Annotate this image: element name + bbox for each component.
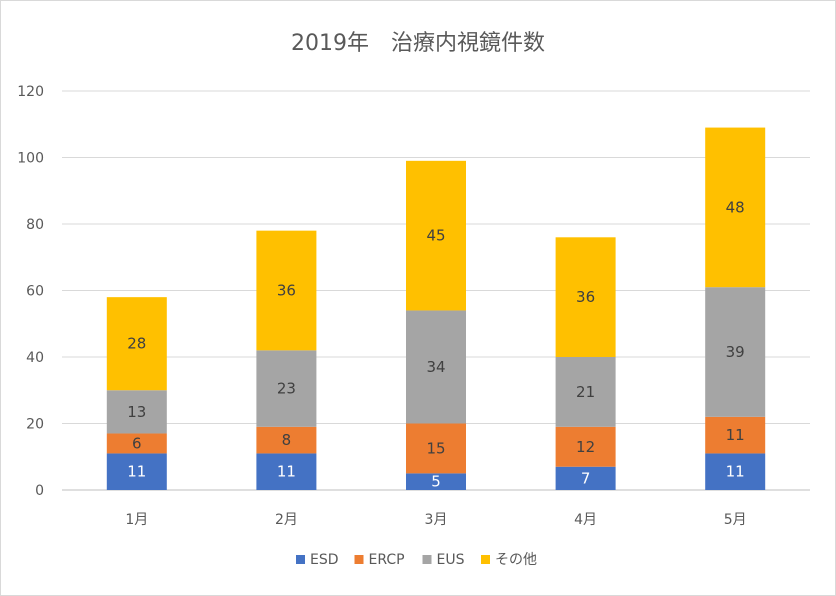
chart-title: 2019年 治療内視鏡件数: [291, 31, 545, 56]
bar-segment: [555, 466, 616, 490]
data-label: 5: [431, 473, 441, 491]
legend-label: その他: [495, 552, 537, 568]
data-label: 34: [426, 358, 445, 376]
y-axis: 0 20 40 60 80 100 120: [17, 84, 44, 499]
bar-segment: [705, 453, 766, 490]
bar-segment: [705, 416, 766, 454]
x-category-label: 2月: [275, 512, 298, 528]
data-label: 36: [277, 282, 296, 300]
y-tick-label: 80: [26, 217, 44, 233]
bar-segment: [555, 426, 616, 467]
data-label: 39: [726, 343, 745, 361]
bar-segment: [106, 433, 167, 454]
y-tick-label: 100: [17, 151, 44, 167]
bar-segment: [406, 423, 466, 474]
x-category-label: 1月: [125, 512, 148, 528]
data-label: 13: [127, 403, 146, 421]
y-tick-label: 40: [26, 350, 44, 366]
bar-segment: [256, 230, 317, 351]
y-tick-label: 0: [35, 483, 44, 499]
data-label: 12: [576, 438, 595, 456]
data-label: 11: [726, 426, 745, 444]
data-label: 21: [576, 383, 595, 401]
y-tick-label: 60: [26, 284, 44, 300]
data-label: 48: [726, 198, 745, 216]
x-category-label: 5月: [724, 512, 747, 528]
data-labels: 11 6 13 28 11 8 23 36 5 15 34 45 7 12 21 36 11 11 39 48: [127, 198, 744, 490]
data-label: 8: [282, 431, 292, 449]
data-label: 28: [127, 335, 146, 353]
bar-segment: [106, 453, 167, 490]
bars: [106, 127, 766, 490]
y-tick-label: 20: [26, 417, 44, 433]
data-label: 11: [277, 463, 296, 481]
data-label: 15: [426, 439, 445, 457]
legend-label: EUS: [437, 552, 465, 568]
bar-segment: [555, 237, 616, 357]
legend-swatch: [422, 555, 432, 564]
x-axis: 1月 2月 3月 4月 5月: [125, 512, 746, 528]
data-label: 23: [277, 380, 296, 398]
data-label: 6: [132, 434, 142, 452]
y-tick-label: 120: [17, 84, 44, 100]
legend-label: ERCP: [369, 552, 405, 568]
data-label: 36: [576, 288, 595, 306]
bar-segment: [256, 350, 317, 427]
bar-segment: [555, 357, 616, 427]
bar-segment: [406, 310, 466, 424]
bar-segment: [705, 287, 766, 417]
x-category-label: 3月: [425, 512, 448, 528]
legend-label: ESD: [310, 552, 339, 568]
legend-swatch: [296, 555, 305, 564]
bar-segment: [256, 426, 317, 454]
bar-segment: [406, 160, 466, 311]
data-label: 7: [581, 469, 591, 487]
bar-segment: [256, 453, 317, 490]
data-label: 11: [127, 463, 146, 481]
bar-segment: [705, 127, 766, 288]
bar-segment: [406, 473, 466, 490]
bar-segment: [106, 390, 167, 434]
legend-swatch: [354, 555, 364, 564]
x-category-label: 4月: [574, 512, 597, 528]
legend-swatch: [481, 555, 490, 564]
data-label: 45: [426, 227, 445, 245]
bar-segment: [106, 297, 167, 391]
legend: ESD ERCP EUS その他: [296, 552, 537, 568]
data-label: 11: [726, 463, 745, 481]
